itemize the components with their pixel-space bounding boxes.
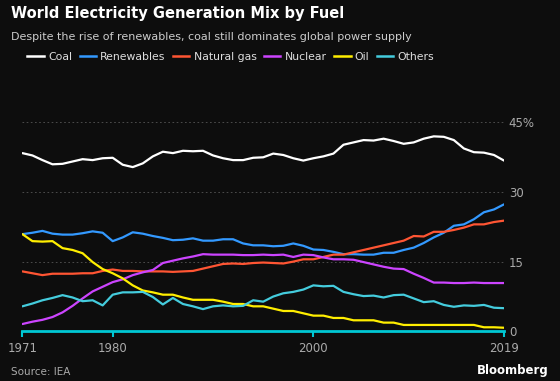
Text: Despite the rise of renewables, coal still dominates global power supply: Despite the rise of renewables, coal sti… [11, 32, 412, 42]
Text: Source: IEA: Source: IEA [11, 367, 71, 377]
Text: World Electricity Generation Mix by Fuel: World Electricity Generation Mix by Fuel [11, 6, 344, 21]
Text: Bloomberg: Bloomberg [477, 364, 549, 377]
Legend: Coal, Renewables, Natural gas, Nuclear, Oil, Others: Coal, Renewables, Natural gas, Nuclear, … [23, 48, 438, 66]
